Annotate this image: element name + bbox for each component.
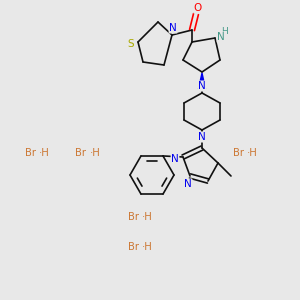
Text: O: O: [194, 3, 202, 13]
Text: N: N: [184, 179, 192, 189]
Text: Br: Br: [233, 148, 244, 158]
Text: ·H: ·H: [38, 148, 49, 158]
Text: N: N: [169, 23, 177, 33]
Text: Br: Br: [128, 212, 139, 223]
Text: ·H: ·H: [247, 148, 258, 158]
Text: ·H: ·H: [142, 212, 153, 223]
Text: ·H: ·H: [89, 148, 100, 158]
Text: Br: Br: [128, 242, 139, 253]
Text: H: H: [220, 28, 227, 37]
Text: Br: Br: [76, 148, 86, 158]
Polygon shape: [199, 73, 206, 89]
Text: N: N: [198, 81, 206, 91]
Text: Br: Br: [25, 148, 35, 158]
Text: ·H: ·H: [142, 242, 153, 253]
Text: S: S: [128, 39, 134, 49]
Text: N: N: [217, 32, 225, 42]
Text: N: N: [171, 154, 179, 164]
Text: N: N: [198, 132, 206, 142]
